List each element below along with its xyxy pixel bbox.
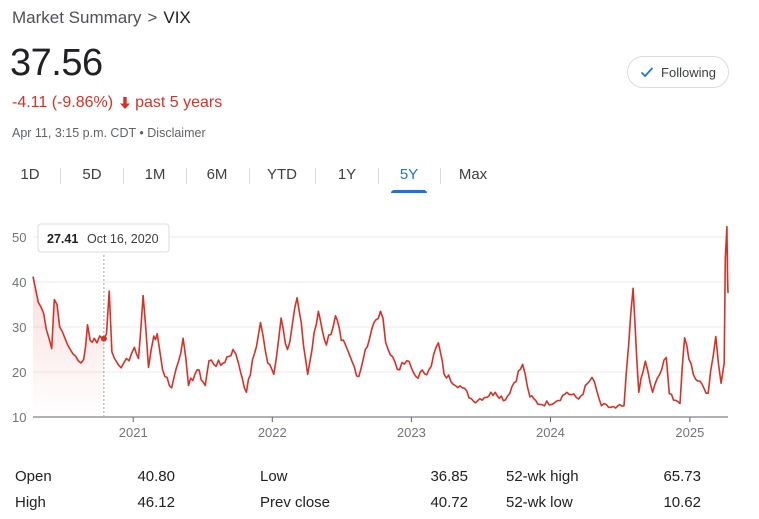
y-tick-label: 40 xyxy=(12,275,26,290)
breadcrumb: Market Summary > VIX xyxy=(12,8,191,28)
tab-5y[interactable]: 5Y xyxy=(391,160,427,193)
tab-6m[interactable]: 6M xyxy=(197,160,237,190)
breadcrumb-separator: > xyxy=(147,8,158,27)
arrow-down-icon xyxy=(119,96,131,110)
y-tick-label: 20 xyxy=(12,365,26,380)
breadcrumb-current: VIX xyxy=(163,8,191,27)
stat-label-prev-close: Prev close xyxy=(260,494,331,511)
chart-series-line xyxy=(32,225,729,409)
tab-divider xyxy=(186,168,187,184)
quote-meta: Apr 11, 3:15 p.m. CDT • Disclaimer xyxy=(12,126,206,140)
stat-value-open: 40.80 xyxy=(137,468,175,485)
disclaimer-link[interactable]: Disclaimer xyxy=(147,126,206,140)
tab-divider xyxy=(60,168,61,184)
stat-value-52wk-low: 10.62 xyxy=(663,494,701,511)
check-icon xyxy=(640,66,654,78)
x-axis: 2021 2022 2023 2024 2025 xyxy=(119,417,704,440)
tab-label: 5D xyxy=(82,166,102,183)
stat-label-high: High xyxy=(15,494,46,511)
y-tick-label: 30 xyxy=(12,320,26,335)
following-button-label: Following xyxy=(661,64,716,80)
chart-tooltip-value: 27.41 xyxy=(47,232,78,246)
x-tick-label: 2023 xyxy=(397,425,426,440)
stat-label-52wk-low: 52-wk low xyxy=(506,494,573,511)
tab-label: Max xyxy=(458,166,488,183)
chart-tooltip-box xyxy=(37,223,170,253)
price-change: -4.11 (-9.86%) past 5 years xyxy=(12,94,222,112)
stat-label-open: Open xyxy=(15,468,52,485)
tab-divider xyxy=(440,168,441,184)
tab-label: 5Y xyxy=(399,166,419,183)
tab-1d[interactable]: 1D xyxy=(10,160,50,190)
stat-value-prev-close: 40.72 xyxy=(430,494,468,511)
tab-label: 6M xyxy=(206,166,228,183)
y-axis: 10 20 30 40 50 xyxy=(12,230,26,425)
tab-divider xyxy=(315,168,316,184)
meta-separator: • xyxy=(139,126,144,140)
tab-divider xyxy=(249,168,250,184)
stat-value-high: 46.12 xyxy=(137,494,175,511)
tab-1m[interactable]: 1M xyxy=(135,160,175,190)
price-change-value: -4.11 (-9.86%) xyxy=(12,94,114,111)
y-tick-label: 50 xyxy=(12,230,26,245)
chart-cursor-point xyxy=(100,335,107,342)
tab-1y[interactable]: 1Y xyxy=(327,160,367,190)
chart-grid xyxy=(33,236,728,418)
tab-label: 1M xyxy=(144,166,166,183)
tab-label: YTD xyxy=(267,166,297,183)
current-price: 37.56 xyxy=(10,42,103,84)
x-tick-label: 2025 xyxy=(675,425,704,440)
tab-divider xyxy=(123,168,124,184)
tab-max[interactable]: Max xyxy=(452,160,494,190)
price-change-period: past 5 years xyxy=(135,94,223,111)
time-range-tabs: 1D 5D 1M 6M YTD 1Y 5Y Max xyxy=(0,160,500,193)
price-chart[interactable]: 10 20 30 40 50 2021 2022 2023 2024 2025 27.41 Oc… xyxy=(0,220,759,450)
quote-timestamp: Apr 11, 3:15 p.m. CDT xyxy=(12,126,136,140)
chart-tooltip: 27.41 Oct 16, 2020 xyxy=(37,223,170,253)
tab-5d[interactable]: 5D xyxy=(72,160,112,190)
tab-divider xyxy=(378,168,379,184)
stats-table: Open 40.80 High 46.12 Low 36.85 Prev clo… xyxy=(0,468,759,518)
y-tick-label: 10 xyxy=(12,410,26,425)
tab-ytd[interactable]: YTD xyxy=(260,160,304,190)
x-tick-label: 2024 xyxy=(536,425,565,440)
tab-label: 1Y xyxy=(337,166,357,183)
tab-underline xyxy=(391,190,427,193)
x-tick-label: 2021 xyxy=(119,425,148,440)
stat-value-low: 36.85 xyxy=(430,468,468,485)
tab-label: 1D xyxy=(20,166,40,183)
stat-value-52wk-high: 65.73 xyxy=(663,468,701,485)
following-button[interactable]: Following xyxy=(627,56,729,88)
breadcrumb-parent-link[interactable]: Market Summary xyxy=(12,8,142,27)
x-tick-label: 2022 xyxy=(258,425,287,440)
chart-tooltip-date: Oct 16, 2020 xyxy=(87,232,159,246)
stat-label-52wk-high: 52-wk high xyxy=(506,468,579,485)
stat-label-low: Low xyxy=(260,468,288,485)
